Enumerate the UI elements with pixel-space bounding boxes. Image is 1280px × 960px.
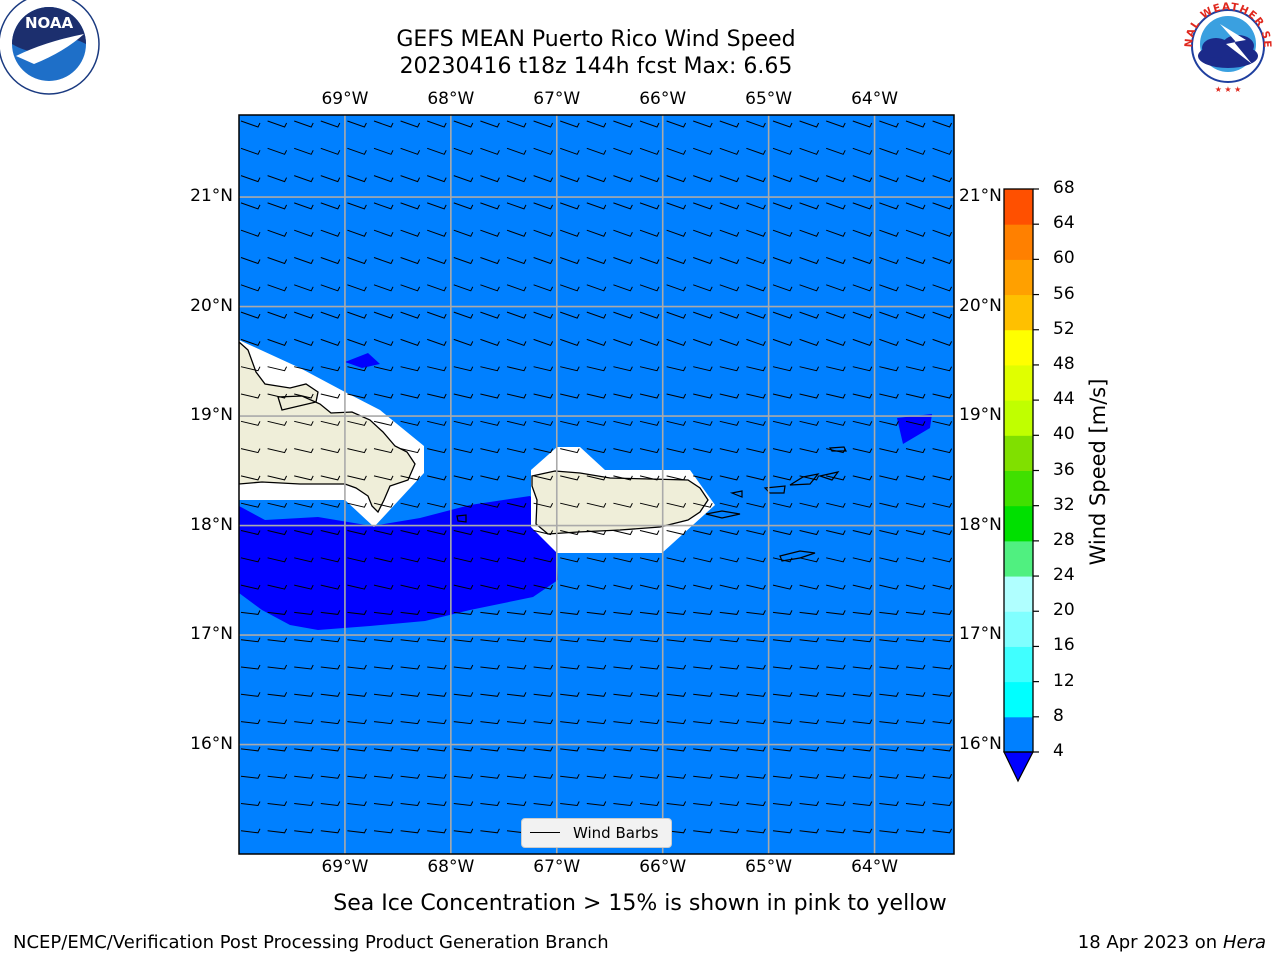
wind-barbs	[240, 120, 953, 834]
colorbar-segment	[1004, 224, 1033, 260]
footer-machine: Hera	[1222, 932, 1266, 953]
colorbar-tick-label: 44	[1053, 389, 1075, 410]
colorbar-segment	[1004, 364, 1033, 401]
colorbar-tick-label: 32	[1053, 494, 1075, 515]
lat-tick-left: 19°N	[190, 405, 233, 426]
svg-text:★ ★ ★: ★ ★ ★	[1215, 85, 1242, 94]
lat-tick-right: 21°N	[959, 186, 1002, 207]
lat-tick-left: 18°N	[190, 514, 233, 535]
sea-ice-note: Sea Ice Concentration > 15% is shown in …	[333, 891, 947, 916]
colorbar-tick-label: 68	[1053, 178, 1075, 198]
lat-tick-right: 16°N	[959, 733, 1002, 754]
footer-date: 18 Apr 2023 on Hera	[1078, 932, 1266, 954]
colorbar-segment	[1004, 576, 1033, 612]
lat-tick-right: 19°N	[959, 405, 1002, 426]
colorbar-segment	[1004, 400, 1033, 436]
colorbar-segment	[1004, 294, 1033, 331]
lon-tick-bottom: 69°W	[321, 857, 369, 877]
footer-branch: NCEP/EMC/Verification Post Processing Pr…	[13, 932, 609, 953]
lon-tick-bottom: 65°W	[745, 857, 793, 877]
legend-label: Wind Barbs	[573, 824, 659, 842]
colorbar-segment	[1004, 435, 1033, 471]
lon-tick-top: 68°W	[427, 89, 475, 109]
lon-tick-top: 67°W	[533, 89, 581, 109]
lon-tick-bottom: 64°W	[851, 857, 899, 877]
lat-tick-left: 21°N	[190, 186, 233, 207]
island-virgin-3	[817, 471, 840, 481]
colorbar-segment	[1004, 540, 1033, 577]
colorbar-segment	[1004, 505, 1033, 542]
colorbar-segment	[1004, 716, 1033, 753]
hispaniola-land	[239, 341, 416, 514]
map-title-line1: GEFS MEAN Puerto Rico Wind Speed	[396, 27, 796, 52]
colorbar-tick-label: 20	[1053, 600, 1075, 621]
colorbar-segment	[1004, 681, 1033, 718]
colorbar-tick-label: 52	[1053, 318, 1075, 339]
map-gridlines	[239, 115, 954, 854]
low-wind-region	[239, 496, 558, 630]
island-culebra	[729, 490, 743, 498]
colorbar-label: Wind Speed [m/s]	[1086, 378, 1110, 566]
lat-tick-right: 20°N	[959, 295, 1002, 316]
lon-tick-bottom: 68°W	[427, 857, 475, 877]
footer-date-text: 18 Apr 2023 on	[1077, 932, 1223, 953]
colorbar-tick-label: 4	[1053, 741, 1064, 761]
map-frame	[238, 114, 955, 855]
noaa-logo: NOAA	[0, 0, 100, 95]
lon-tick-top: 65°W	[745, 89, 793, 109]
colorbar-extend-triangle	[1003, 751, 1034, 783]
colorbar-segment	[1004, 470, 1033, 507]
map-title-line2: 20230416 t18z 144h fcst Max: 6.65	[399, 54, 793, 79]
island-virgin-2	[789, 473, 820, 486]
wind-barb-legend-line	[530, 832, 560, 833]
colorbar-segment	[1004, 329, 1033, 366]
colorbar-tick-label: 24	[1053, 565, 1075, 586]
low-wind-patch-east	[897, 414, 932, 444]
colorbar-tick-label: 48	[1053, 353, 1075, 374]
colorbar-segment	[1004, 259, 1033, 296]
low-wind-patch-north	[345, 353, 380, 368]
island-vieques	[705, 510, 741, 519]
map-legend: Wind Barbs	[521, 818, 672, 848]
lon-tick-bottom: 67°W	[533, 857, 581, 877]
lon-tick-top: 69°W	[321, 89, 369, 109]
lat-tick-left: 17°N	[190, 624, 233, 645]
lat-tick-left: 20°N	[190, 295, 233, 316]
colorbar-tick-label: 64	[1053, 213, 1075, 234]
colorbar-tick-label: 36	[1053, 459, 1075, 480]
colorbar-tick-label: 40	[1053, 424, 1075, 445]
colorbar-tick-label: 8	[1053, 705, 1064, 726]
colorbar-tick-label: 16	[1053, 635, 1075, 656]
colorbar-segment	[1004, 611, 1033, 647]
lon-tick-top: 64°W	[851, 89, 899, 109]
colorbar-segment	[1004, 189, 1033, 225]
nws-logo: NATIONAL WEATHER SERVICE ★ ★ ★	[1176, 0, 1278, 96]
lon-tick-bottom: 66°W	[639, 857, 687, 877]
colorbar-segment	[1004, 646, 1033, 683]
lat-tick-right: 18°N	[959, 514, 1002, 535]
lat-tick-right: 17°N	[959, 624, 1002, 645]
lat-tick-left: 16°N	[190, 733, 233, 754]
colorbar-tick-label: 60	[1053, 248, 1075, 269]
lon-tick-top: 66°W	[639, 89, 687, 109]
colorbar-tick-label: 56	[1053, 283, 1075, 304]
colorbar-tick-label: 12	[1053, 670, 1075, 691]
colorbar-tick-label: 28	[1053, 529, 1075, 550]
island-mona	[456, 514, 467, 523]
svg-text:NOAA: NOAA	[25, 14, 74, 32]
